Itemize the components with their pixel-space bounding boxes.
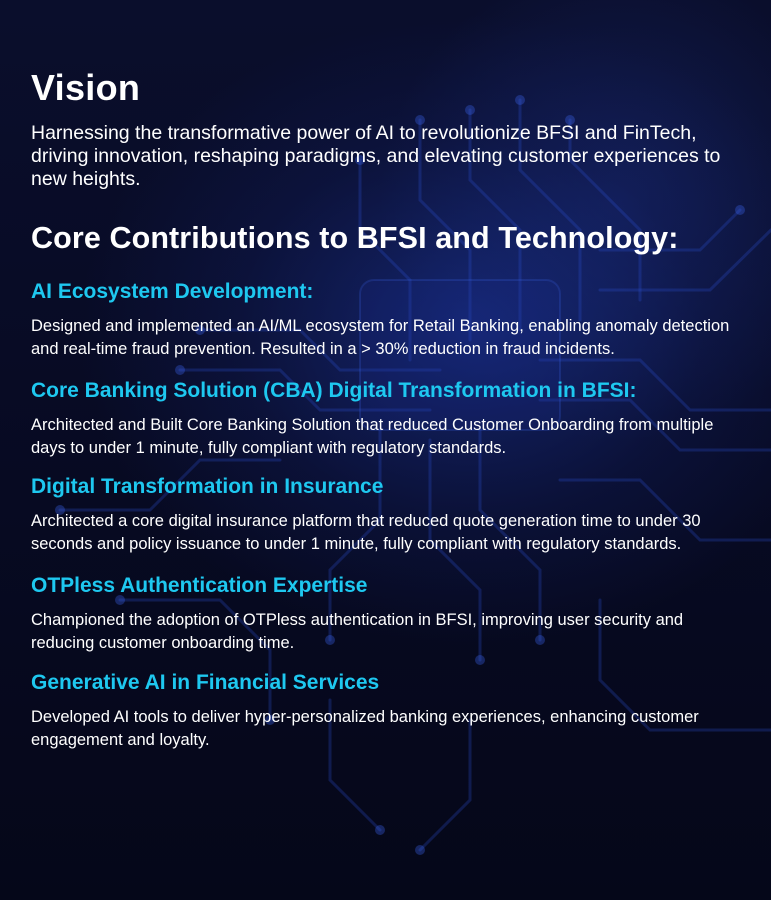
section-title: Digital Transformation in Insurance	[31, 475, 384, 498]
section-title: OTPless Authentication Expertise	[31, 574, 368, 597]
section-title: Generative AI in Financial Services	[31, 671, 380, 694]
vision-heading: Vision	[31, 67, 141, 108]
vision-statement: Harnessing the transformative power of A…	[31, 122, 721, 190]
section-title: Core Banking Solution (CBA) Digital Tran…	[31, 379, 637, 402]
core-contributions-heading: Core Contributions to BFSI and Technolog…	[31, 221, 679, 255]
contribution-section: OTPless Authentication Expertise Champio…	[31, 573, 746, 655]
section-description: Architected and Built Core Banking Solut…	[31, 416, 714, 457]
section-description: Developed AI tools to deliver hyper-pers…	[31, 708, 699, 749]
content-column: Vision Harnessing the transformative pow…	[31, 66, 746, 752]
contribution-section: Core Banking Solution (CBA) Digital Tran…	[31, 378, 746, 460]
section-description: Architected a core digital insurance pla…	[31, 512, 701, 553]
section-description: Designed and implemented an AI/ML ecosys…	[31, 317, 730, 358]
contribution-section: AI Ecosystem Development: Designed and i…	[31, 279, 746, 361]
section-title: AI Ecosystem Development:	[31, 280, 314, 303]
contribution-section: Generative AI in Financial Services Deve…	[31, 670, 746, 752]
contribution-section: Digital Transformation in Insurance Arch…	[31, 474, 746, 556]
section-description: Championed the adoption of OTPless authe…	[31, 611, 684, 652]
